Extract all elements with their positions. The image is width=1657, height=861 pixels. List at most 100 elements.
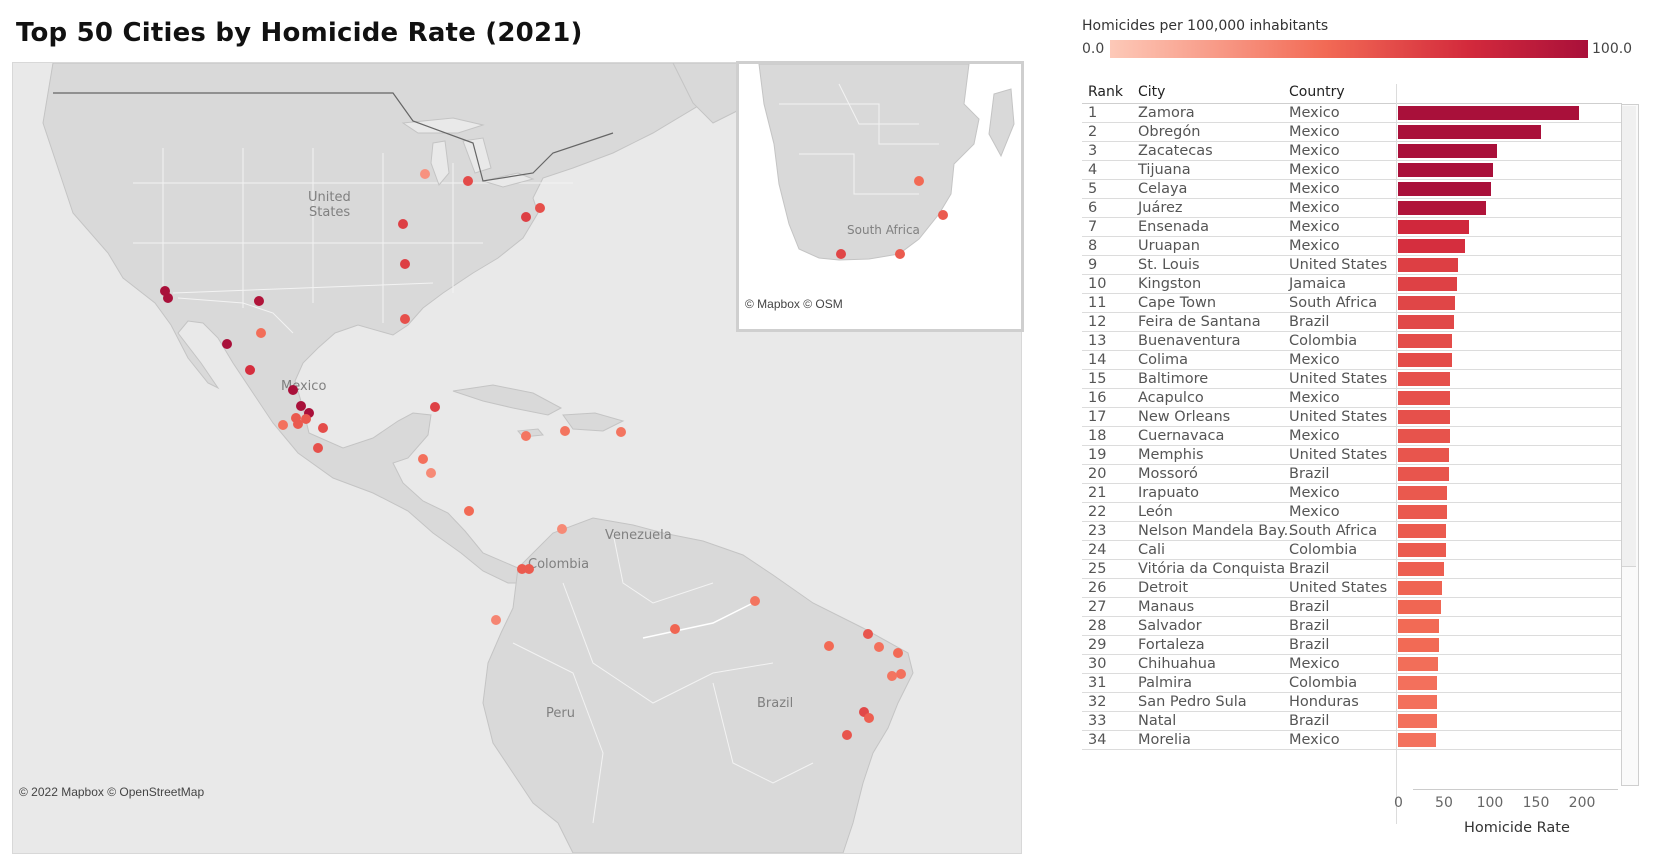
table-row[interactable]: 24 Cali Colombia	[1082, 541, 1622, 560]
city-marker[interactable]	[245, 365, 255, 375]
rate-bar[interactable]	[1398, 486, 1447, 500]
city-marker[interactable]	[278, 420, 288, 430]
table-row[interactable]: 26 Detroit United States	[1082, 579, 1622, 598]
table-row[interactable]: 25 Vitória da Conquista Brazil	[1082, 560, 1622, 579]
table-row[interactable]: 27 Manaus Brazil	[1082, 598, 1622, 617]
rate-bar[interactable]	[1398, 600, 1442, 614]
city-marker[interactable]	[254, 296, 264, 306]
rate-bar[interactable]	[1398, 562, 1445, 576]
city-marker[interactable]	[426, 468, 436, 478]
rate-bar[interactable]	[1398, 695, 1437, 709]
rate-bar[interactable]	[1398, 467, 1449, 481]
city-marker[interactable]	[430, 402, 440, 412]
table-row[interactable]: 10 Kingston Jamaica	[1082, 275, 1622, 294]
table-row[interactable]: 32 San Pedro Sula Honduras	[1082, 693, 1622, 712]
city-marker[interactable]	[864, 713, 874, 723]
city-marker[interactable]	[893, 648, 903, 658]
rate-bar[interactable]	[1398, 372, 1451, 386]
city-marker[interactable]	[938, 210, 948, 220]
rate-bar[interactable]	[1398, 277, 1457, 291]
rate-bar[interactable]	[1398, 524, 1446, 538]
rate-bar[interactable]	[1398, 429, 1450, 443]
city-marker[interactable]	[398, 219, 408, 229]
city-marker[interactable]	[863, 629, 873, 639]
table-row[interactable]: 6 Juárez Mexico	[1082, 199, 1622, 218]
table-row[interactable]: 4 Tijuana Mexico	[1082, 161, 1622, 180]
table-row[interactable]: 21 Irapuato Mexico	[1082, 484, 1622, 503]
city-marker[interactable]	[163, 293, 173, 303]
scrollbar-thumb[interactable]	[1622, 106, 1636, 567]
city-marker[interactable]	[616, 427, 626, 437]
table-row[interactable]: 1 Zamora Mexico	[1082, 104, 1622, 123]
rate-bar[interactable]	[1398, 676, 1437, 690]
table-row[interactable]: 3 Zacatecas Mexico	[1082, 142, 1622, 161]
table-row[interactable]: 22 León Mexico	[1082, 503, 1622, 522]
rate-bar[interactable]	[1398, 125, 1541, 139]
rate-bar[interactable]	[1398, 182, 1491, 196]
rate-bar[interactable]	[1398, 505, 1447, 519]
city-marker[interactable]	[557, 524, 567, 534]
city-marker[interactable]	[895, 249, 905, 259]
table-row[interactable]: 12 Feira de Santana Brazil	[1082, 313, 1622, 332]
rate-bar[interactable]	[1398, 144, 1497, 158]
rate-bar[interactable]	[1398, 657, 1438, 671]
rate-bar[interactable]	[1398, 258, 1458, 272]
table-row[interactable]: 9 St. Louis United States	[1082, 256, 1622, 275]
city-marker[interactable]	[313, 443, 323, 453]
city-marker[interactable]	[874, 642, 884, 652]
city-marker[interactable]	[521, 431, 531, 441]
rate-bar[interactable]	[1398, 201, 1487, 215]
city-marker[interactable]	[750, 596, 760, 606]
city-marker[interactable]	[222, 339, 232, 349]
table-row[interactable]: 16 Acapulco Mexico	[1082, 389, 1622, 408]
table-row[interactable]: 5 Celaya Mexico	[1082, 180, 1622, 199]
table-row[interactable]: 23 Nelson Mandela Bay.. South Africa	[1082, 522, 1622, 541]
city-marker[interactable]	[463, 176, 473, 186]
inset-city-markers[interactable]	[836, 176, 948, 259]
city-marker[interactable]	[318, 423, 328, 433]
table-row[interactable]: 19 Memphis United States	[1082, 446, 1622, 465]
rate-bar[interactable]	[1398, 638, 1440, 652]
city-marker[interactable]	[521, 212, 531, 222]
city-marker[interactable]	[301, 414, 311, 424]
rate-bar[interactable]	[1398, 353, 1453, 367]
city-marker[interactable]	[288, 385, 298, 395]
rate-bar[interactable]	[1398, 239, 1466, 253]
city-marker[interactable]	[836, 249, 846, 259]
table-row[interactable]: 15 Baltimore United States	[1082, 370, 1622, 389]
table-row[interactable]: 29 Fortaleza Brazil	[1082, 636, 1622, 655]
table-row[interactable]: 2 Obregón Mexico	[1082, 123, 1622, 142]
city-marker[interactable]	[420, 169, 430, 179]
city-marker[interactable]	[824, 641, 834, 651]
rate-bar[interactable]	[1398, 714, 1437, 728]
city-marker[interactable]	[670, 624, 680, 634]
rate-bar[interactable]	[1398, 448, 1449, 462]
rate-bar[interactable]	[1398, 543, 1446, 557]
table-row[interactable]: 20 Mossoró Brazil	[1082, 465, 1622, 484]
table-row[interactable]: 8 Uruapan Mexico	[1082, 237, 1622, 256]
city-marker[interactable]	[524, 564, 534, 574]
rate-bar[interactable]	[1398, 334, 1453, 348]
rate-bar[interactable]	[1398, 619, 1440, 633]
city-marker[interactable]	[464, 506, 474, 516]
city-marker[interactable]	[400, 259, 410, 269]
city-markers[interactable]	[160, 169, 906, 740]
rate-bar[interactable]	[1398, 410, 1451, 424]
city-marker[interactable]	[535, 203, 545, 213]
table-row[interactable]: 17 New Orleans United States	[1082, 408, 1622, 427]
city-marker[interactable]	[418, 454, 428, 464]
table-row[interactable]: 18 Cuernavaca Mexico	[1082, 427, 1622, 446]
rate-bar[interactable]	[1398, 220, 1469, 234]
city-marker[interactable]	[560, 426, 570, 436]
city-marker[interactable]	[296, 401, 306, 411]
city-marker[interactable]	[896, 669, 906, 679]
rate-bar[interactable]	[1398, 733, 1436, 747]
city-marker[interactable]	[887, 671, 897, 681]
table-row[interactable]: 7 Ensenada Mexico	[1082, 218, 1622, 237]
table-row[interactable]: 13 Buenaventura Colombia	[1082, 332, 1622, 351]
rate-bar[interactable]	[1398, 106, 1579, 120]
table-row[interactable]: 28 Salvador Brazil	[1082, 617, 1622, 636]
inset-map-south-africa[interactable]: South Africa © Mapbox © OSM	[736, 61, 1024, 332]
rate-bar[interactable]	[1398, 391, 1451, 405]
city-marker[interactable]	[914, 176, 924, 186]
